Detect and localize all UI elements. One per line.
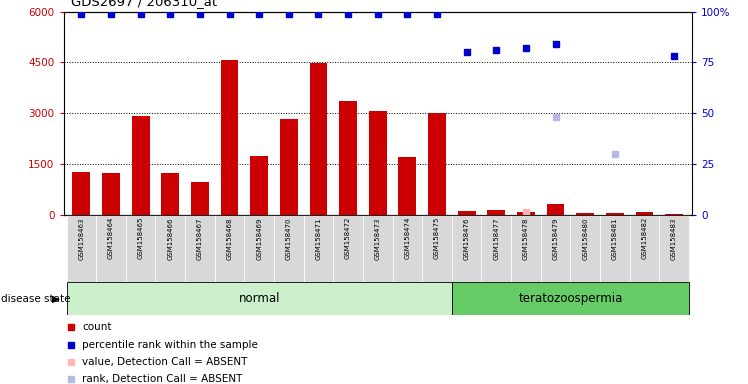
Text: GSM158479: GSM158479 xyxy=(553,217,559,260)
Bar xyxy=(399,157,417,215)
Text: GSM158468: GSM158468 xyxy=(227,217,233,260)
Bar xyxy=(310,63,328,215)
Bar xyxy=(452,282,689,315)
Bar xyxy=(541,215,571,282)
Bar xyxy=(458,211,476,215)
Text: GSM158467: GSM158467 xyxy=(197,217,203,260)
Bar xyxy=(73,172,91,215)
Text: rank, Detection Call = ABSENT: rank, Detection Call = ABSENT xyxy=(82,374,243,384)
Bar xyxy=(511,215,541,282)
Bar xyxy=(606,213,624,215)
Bar xyxy=(422,215,452,282)
Text: value, Detection Call = ABSENT: value, Detection Call = ABSENT xyxy=(82,357,248,367)
Text: normal: normal xyxy=(239,292,280,305)
Bar xyxy=(156,215,185,282)
Text: disease state: disease state xyxy=(1,293,71,304)
Bar xyxy=(452,215,482,282)
Text: percentile rank within the sample: percentile rank within the sample xyxy=(82,339,258,349)
Bar xyxy=(600,215,630,282)
Bar xyxy=(339,101,357,215)
Text: GSM158472: GSM158472 xyxy=(345,217,351,260)
Text: GSM158475: GSM158475 xyxy=(434,217,440,260)
Bar xyxy=(251,156,268,215)
Bar xyxy=(517,212,535,215)
Bar xyxy=(280,119,298,215)
Text: GSM158476: GSM158476 xyxy=(464,217,470,260)
Bar xyxy=(547,204,565,215)
Bar xyxy=(67,282,452,315)
Text: GSM158466: GSM158466 xyxy=(168,217,174,260)
Bar xyxy=(132,116,150,215)
Bar xyxy=(576,214,594,215)
Bar xyxy=(488,210,505,215)
Text: GSM158477: GSM158477 xyxy=(493,217,500,260)
Bar xyxy=(665,214,683,215)
Bar xyxy=(96,215,126,282)
Bar xyxy=(571,215,600,282)
Bar xyxy=(221,60,239,215)
Bar xyxy=(428,113,446,215)
Text: teratozoospermia: teratozoospermia xyxy=(518,292,622,305)
Text: GSM158481: GSM158481 xyxy=(612,217,618,260)
Text: GSM158482: GSM158482 xyxy=(642,217,648,260)
Bar xyxy=(369,111,387,215)
Text: GSM158469: GSM158469 xyxy=(256,217,263,260)
Text: GSM158474: GSM158474 xyxy=(405,217,411,260)
Bar xyxy=(245,215,274,282)
Text: GSM158473: GSM158473 xyxy=(375,217,381,260)
Text: GSM158480: GSM158480 xyxy=(582,217,588,260)
Text: GSM158470: GSM158470 xyxy=(286,217,292,260)
Text: GSM158464: GSM158464 xyxy=(108,217,114,260)
Bar xyxy=(363,215,393,282)
Text: GSM158465: GSM158465 xyxy=(138,217,144,260)
Text: count: count xyxy=(82,322,112,332)
Bar xyxy=(102,173,120,215)
Bar xyxy=(215,215,245,282)
Bar xyxy=(67,215,96,282)
Bar xyxy=(334,215,363,282)
Text: GSM158471: GSM158471 xyxy=(316,217,322,260)
Text: GDS2697 / 206310_at: GDS2697 / 206310_at xyxy=(71,0,217,8)
Bar xyxy=(630,215,659,282)
Bar xyxy=(482,215,511,282)
Text: GSM158478: GSM158478 xyxy=(523,217,529,260)
Bar xyxy=(393,215,422,282)
Bar xyxy=(126,215,156,282)
Bar xyxy=(162,173,180,215)
Bar xyxy=(636,212,653,215)
Bar xyxy=(185,215,215,282)
Bar xyxy=(274,215,304,282)
Text: GSM158483: GSM158483 xyxy=(671,217,677,260)
Text: ▶: ▶ xyxy=(52,293,60,304)
Text: GSM158463: GSM158463 xyxy=(79,217,85,260)
Bar xyxy=(191,182,209,215)
Bar xyxy=(304,215,334,282)
Bar xyxy=(659,215,689,282)
